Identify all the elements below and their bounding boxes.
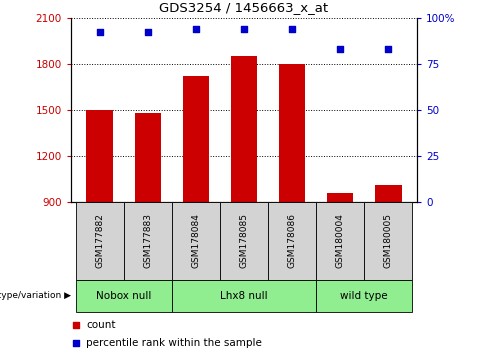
Point [287,98,295,104]
Text: GSM180004: GSM180004 [336,213,345,268]
FancyBboxPatch shape [123,202,172,280]
Text: GSM180005: GSM180005 [384,213,393,268]
Text: GSM178084: GSM178084 [191,213,201,268]
Text: percentile rank within the sample: percentile rank within the sample [86,338,262,348]
Text: GSM178086: GSM178086 [287,213,297,268]
FancyBboxPatch shape [316,280,412,312]
Text: GSM177882: GSM177882 [95,213,104,268]
Title: GDS3254 / 1456663_x_at: GDS3254 / 1456663_x_at [160,1,328,14]
FancyBboxPatch shape [316,202,365,280]
Bar [327,193,353,202]
FancyBboxPatch shape [220,202,268,280]
Point [385,46,392,52]
Bar [279,64,305,202]
Point [144,30,152,35]
Point [287,259,295,265]
Bar [375,185,402,202]
Text: count: count [86,320,116,330]
Bar [183,76,209,202]
FancyBboxPatch shape [365,202,412,280]
Point [96,30,103,35]
Text: GSM178085: GSM178085 [240,213,248,268]
Point [192,26,200,32]
Bar [135,113,161,202]
Point [240,26,248,32]
FancyBboxPatch shape [76,202,123,280]
FancyBboxPatch shape [76,280,172,312]
Text: wild type: wild type [341,291,388,301]
Point [288,26,296,32]
FancyBboxPatch shape [268,202,316,280]
Text: Lhx8 null: Lhx8 null [220,291,268,301]
FancyBboxPatch shape [172,202,220,280]
Text: Nobox null: Nobox null [96,291,151,301]
Bar [231,56,257,202]
Text: genotype/variation ▶: genotype/variation ▶ [0,291,71,300]
Text: GSM177883: GSM177883 [143,213,152,268]
Bar [86,110,113,202]
Point [336,46,344,52]
FancyBboxPatch shape [172,280,316,312]
